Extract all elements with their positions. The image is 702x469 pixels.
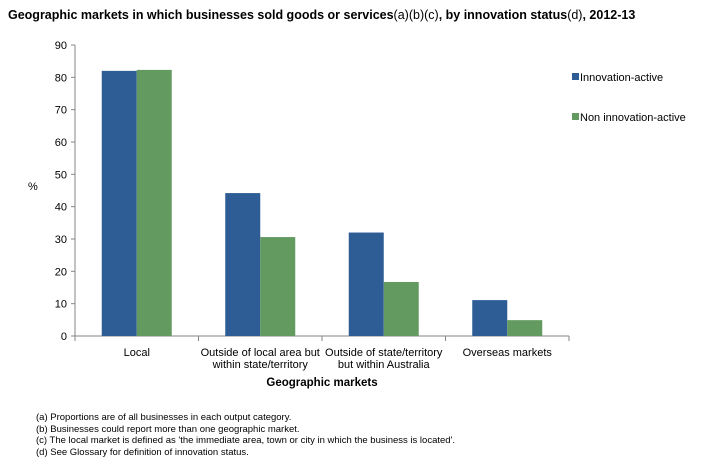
y-tick-label: 0	[61, 331, 67, 343]
bar-non-innovation-active	[383, 282, 419, 336]
title-part: (a)(b)(c)	[393, 8, 439, 22]
y-tick-label: 50	[55, 169, 67, 181]
y-tick-label: 70	[55, 105, 67, 117]
title-part: , 2012-13	[582, 8, 636, 22]
title-part: Geographic markets in which businesses s…	[8, 8, 394, 22]
x-tick-label: Outside of state/territory	[325, 347, 443, 359]
x-axis-label: Geographic markets	[266, 377, 377, 389]
bar-non-innovation-active	[136, 69, 172, 336]
x-tick-label: within state/territory	[212, 359, 309, 371]
y-tick-label: 90	[55, 40, 67, 52]
footnote: (d) See Glossary for definition of innov…	[36, 446, 249, 458]
y-tick-label: 80	[55, 72, 67, 84]
chart-title: Geographic markets in which businesses s…	[8, 8, 635, 22]
y-tick-label: 60	[55, 137, 67, 149]
bar-innovation-active	[225, 193, 261, 336]
title-part: (d)	[567, 8, 583, 22]
x-tick-label: Local	[124, 347, 150, 359]
x-tick-label: Outside of local area but	[201, 347, 320, 359]
y-tick-label: 10	[55, 299, 67, 311]
title-part: , by innovation status	[438, 8, 568, 22]
legend-label: Innovation-active	[580, 72, 663, 84]
bar-innovation-active	[472, 300, 508, 336]
x-tick-label: but within Australia	[338, 359, 431, 371]
y-tick-label: 30	[55, 234, 67, 246]
footnote: (c) The local market is defined as 'the …	[36, 435, 456, 446]
y-tick-label: 20	[55, 266, 67, 278]
y-axis-label: %	[28, 181, 38, 193]
legend-swatch	[572, 113, 579, 120]
x-tick-label: Overseas markets	[463, 347, 553, 359]
y-tick-label: 40	[55, 202, 67, 214]
legend-swatch	[572, 73, 579, 80]
footnotes: (a) Proportions are of all businesses in…	[36, 412, 455, 458]
footnote: (b) Businesses could report more than on…	[36, 423, 300, 435]
footnote: (a) Proportions are of all businesses in…	[36, 412, 292, 423]
bar-innovation-active	[348, 232, 384, 336]
bar-non-innovation-active	[260, 237, 296, 336]
legend-label: Non innovation-active	[580, 112, 686, 124]
bar-innovation-active	[101, 70, 137, 336]
bar-non-innovation-active	[507, 320, 543, 336]
